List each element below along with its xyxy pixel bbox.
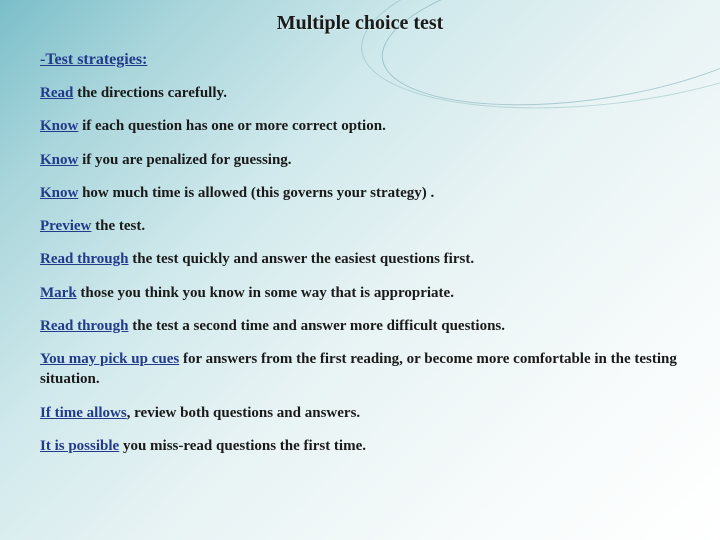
- strategy-line: Read through the test a second time and …: [40, 316, 680, 336]
- line-rest: you miss-read questions the first time.: [119, 438, 366, 454]
- line-highlight: Preview: [40, 218, 91, 234]
- strategy-line: Read through the test quickly and answer…: [40, 249, 680, 269]
- line-highlight: Know: [40, 152, 78, 168]
- slide-title: Multiple choice test: [40, 12, 680, 35]
- strategy-line: It is possible you miss-read questions t…: [40, 436, 680, 456]
- line-rest: if you are penalized for guessing.: [78, 152, 291, 168]
- strategy-line: Know if each question has one or more co…: [40, 116, 680, 136]
- line-highlight: Read through: [40, 251, 129, 267]
- line-highlight: You may pick up cues: [40, 351, 179, 367]
- line-highlight: Mark: [40, 285, 77, 301]
- line-highlight: It is possible: [40, 438, 119, 454]
- strategy-line: Know if you are penalized for guessing.: [40, 150, 680, 170]
- strategy-line: Know how much time is allowed (this gove…: [40, 183, 680, 203]
- line-rest: if each question has one or more correct…: [78, 118, 385, 134]
- line-rest: , review both questions and answers.: [127, 405, 361, 421]
- line-highlight: Read: [40, 85, 73, 101]
- subtitle: -Test strategies:: [40, 51, 680, 69]
- line-highlight: If time allows: [40, 405, 127, 421]
- line-rest: the directions carefully.: [73, 85, 227, 101]
- line-rest: the test a second time and answer more d…: [129, 318, 506, 334]
- subtitle-highlight: -Test strategies:: [40, 51, 147, 68]
- strategy-line: If time allows, review both questions an…: [40, 403, 680, 423]
- line-highlight: Know: [40, 118, 78, 134]
- slide-container: Multiple choice test -Test strategies: R…: [0, 0, 720, 540]
- strategy-line: Preview the test.: [40, 216, 680, 236]
- line-rest: the test quickly and answer the easiest …: [129, 251, 475, 267]
- line-rest: those you think you know in some way tha…: [77, 285, 454, 301]
- line-highlight: Know: [40, 185, 78, 201]
- line-rest: how much time is allowed (this governs y…: [78, 185, 434, 201]
- line-rest: the test.: [91, 218, 145, 234]
- strategy-line: Mark those you think you know in some wa…: [40, 283, 680, 303]
- line-highlight: Read through: [40, 318, 129, 334]
- strategy-line: You may pick up cues for answers from th…: [40, 349, 680, 390]
- strategy-line: Read the directions carefully.: [40, 83, 680, 103]
